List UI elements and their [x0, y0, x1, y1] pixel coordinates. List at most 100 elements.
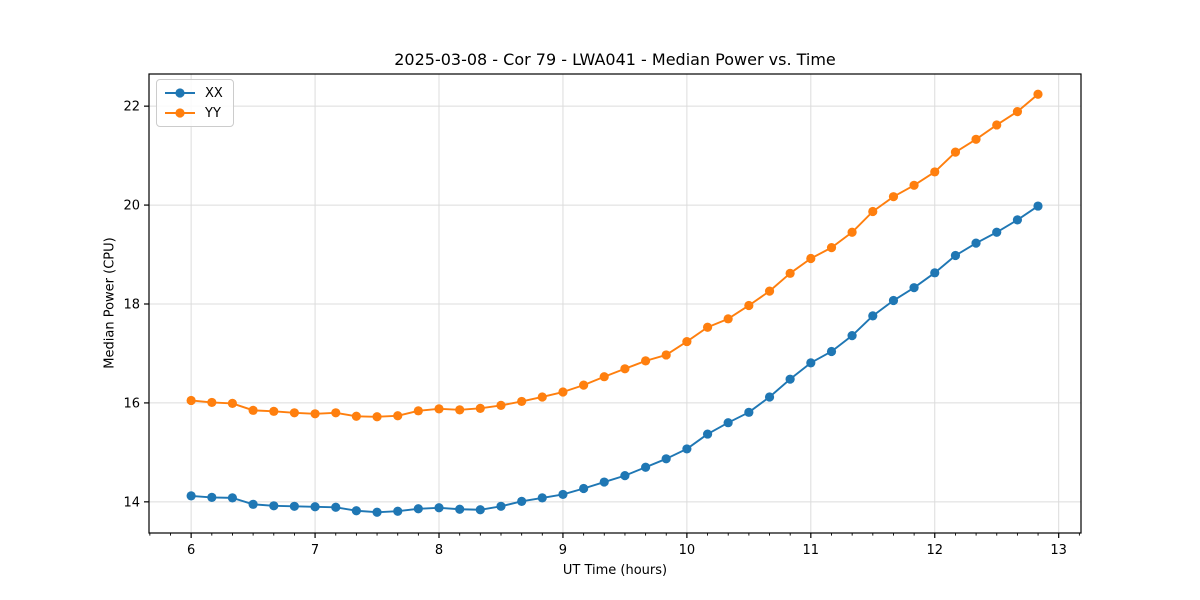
data-point-marker — [806, 358, 816, 368]
data-point-marker — [537, 493, 547, 503]
data-point-marker — [930, 167, 940, 177]
data-point-marker — [599, 477, 609, 487]
data-point-marker — [992, 120, 1002, 130]
data-point-marker — [1012, 106, 1023, 117]
data-point-marker — [764, 392, 775, 402]
data-point-marker — [393, 411, 403, 421]
data-point-marker — [310, 409, 320, 419]
data-point-marker — [248, 499, 258, 509]
data-point-marker — [847, 227, 857, 237]
data-point-marker — [950, 250, 961, 261]
data-point-marker — [806, 253, 816, 264]
data-point-marker — [455, 405, 465, 415]
chart-title: 2025-03-08 - Cor 79 - LWA041 - Median Po… — [394, 50, 836, 69]
data-point-marker — [248, 405, 258, 415]
data-point-marker — [579, 380, 589, 390]
data-point-marker — [599, 372, 609, 382]
data-point-marker — [1012, 215, 1023, 225]
data-point-marker — [723, 418, 733, 428]
data-point-marker — [455, 504, 465, 514]
data-point-marker — [1033, 89, 1043, 99]
data-point-marker — [227, 493, 238, 503]
data-point-marker — [950, 147, 961, 157]
data-point-marker — [641, 356, 651, 366]
data-point-marker — [269, 406, 279, 416]
x-tick-label: 8 — [435, 543, 443, 558]
x-tick-label: 13 — [1050, 543, 1067, 558]
gridlines — [149, 74, 1081, 533]
y-tick-label: 14 — [123, 495, 140, 510]
data-point-marker — [909, 180, 919, 190]
data-point-marker — [579, 483, 589, 494]
data-point-marker — [888, 295, 899, 306]
data-point-marker — [826, 346, 837, 357]
data-point-marker — [351, 411, 361, 421]
data-point-marker — [393, 506, 403, 516]
data-point-marker — [971, 238, 981, 248]
data-point-marker — [888, 192, 899, 202]
series-yy-line — [191, 93, 1039, 418]
legend: XX YY — [156, 79, 234, 127]
y-tick-label: 20 — [123, 199, 140, 214]
x-tick-label: 6 — [187, 543, 195, 558]
data-point-marker — [558, 387, 568, 397]
series-xx — [186, 201, 1043, 517]
data-point-marker — [661, 350, 671, 360]
data-point-marker — [496, 400, 506, 410]
data-point-marker — [682, 444, 692, 454]
data-point-marker — [537, 392, 547, 402]
data-point-marker — [331, 502, 341, 512]
data-point-marker — [310, 502, 320, 512]
x-tick-label: 10 — [679, 543, 696, 558]
data-point-marker — [702, 429, 713, 439]
legend-label-xx: XX — [205, 85, 223, 101]
axis-ticks — [144, 105, 1060, 538]
series-xx-line — [191, 205, 1039, 514]
y-axis-label: Median Power (CPU) — [102, 237, 118, 369]
y-tick-label: 22 — [123, 100, 140, 115]
data-point-marker — [868, 311, 878, 321]
data-point-marker — [558, 489, 568, 500]
data-point-marker — [186, 395, 196, 406]
data-point-marker — [826, 243, 837, 253]
data-point-marker — [971, 134, 981, 144]
data-point-marker — [413, 406, 423, 416]
data-point-marker — [269, 501, 279, 511]
legend-label-yy: YY — [205, 105, 221, 121]
data-point-marker — [434, 503, 444, 513]
data-point-marker — [785, 374, 795, 384]
data-point-marker — [847, 331, 857, 341]
data-point-marker — [930, 268, 940, 278]
data-point-marker — [785, 268, 795, 278]
data-point-marker — [372, 412, 382, 422]
data-point-marker — [1033, 201, 1043, 211]
data-point-marker — [331, 408, 341, 418]
data-point-marker — [641, 462, 651, 472]
x-tick-label: 7 — [311, 543, 319, 558]
data-point-marker — [744, 300, 754, 311]
data-point-marker — [289, 408, 299, 418]
data-point-marker — [475, 403, 485, 413]
series-yy — [186, 89, 1043, 422]
data-point-marker — [620, 471, 630, 481]
legend-swatch-yy — [165, 108, 195, 118]
data-point-marker — [372, 507, 382, 517]
y-tick-label: 18 — [123, 298, 140, 313]
x-tick-label: 12 — [926, 543, 943, 558]
data-point-marker — [289, 501, 299, 511]
data-point-marker — [661, 454, 671, 464]
data-point-marker — [207, 397, 217, 408]
tick-labels: 6 7 8 9 10 11 12 13 14 16 18 20 22 — [123, 100, 1067, 558]
legend-item-yy: YY — [163, 104, 223, 122]
data-point-marker — [517, 396, 527, 407]
data-point-marker — [909, 283, 919, 293]
data-point-marker — [682, 336, 692, 347]
data-point-marker — [496, 501, 506, 511]
x-tick-label: 11 — [803, 543, 820, 558]
data-point-marker — [723, 314, 733, 324]
data-point-marker — [413, 504, 423, 514]
data-point-marker — [868, 206, 878, 217]
data-point-marker — [186, 491, 196, 501]
